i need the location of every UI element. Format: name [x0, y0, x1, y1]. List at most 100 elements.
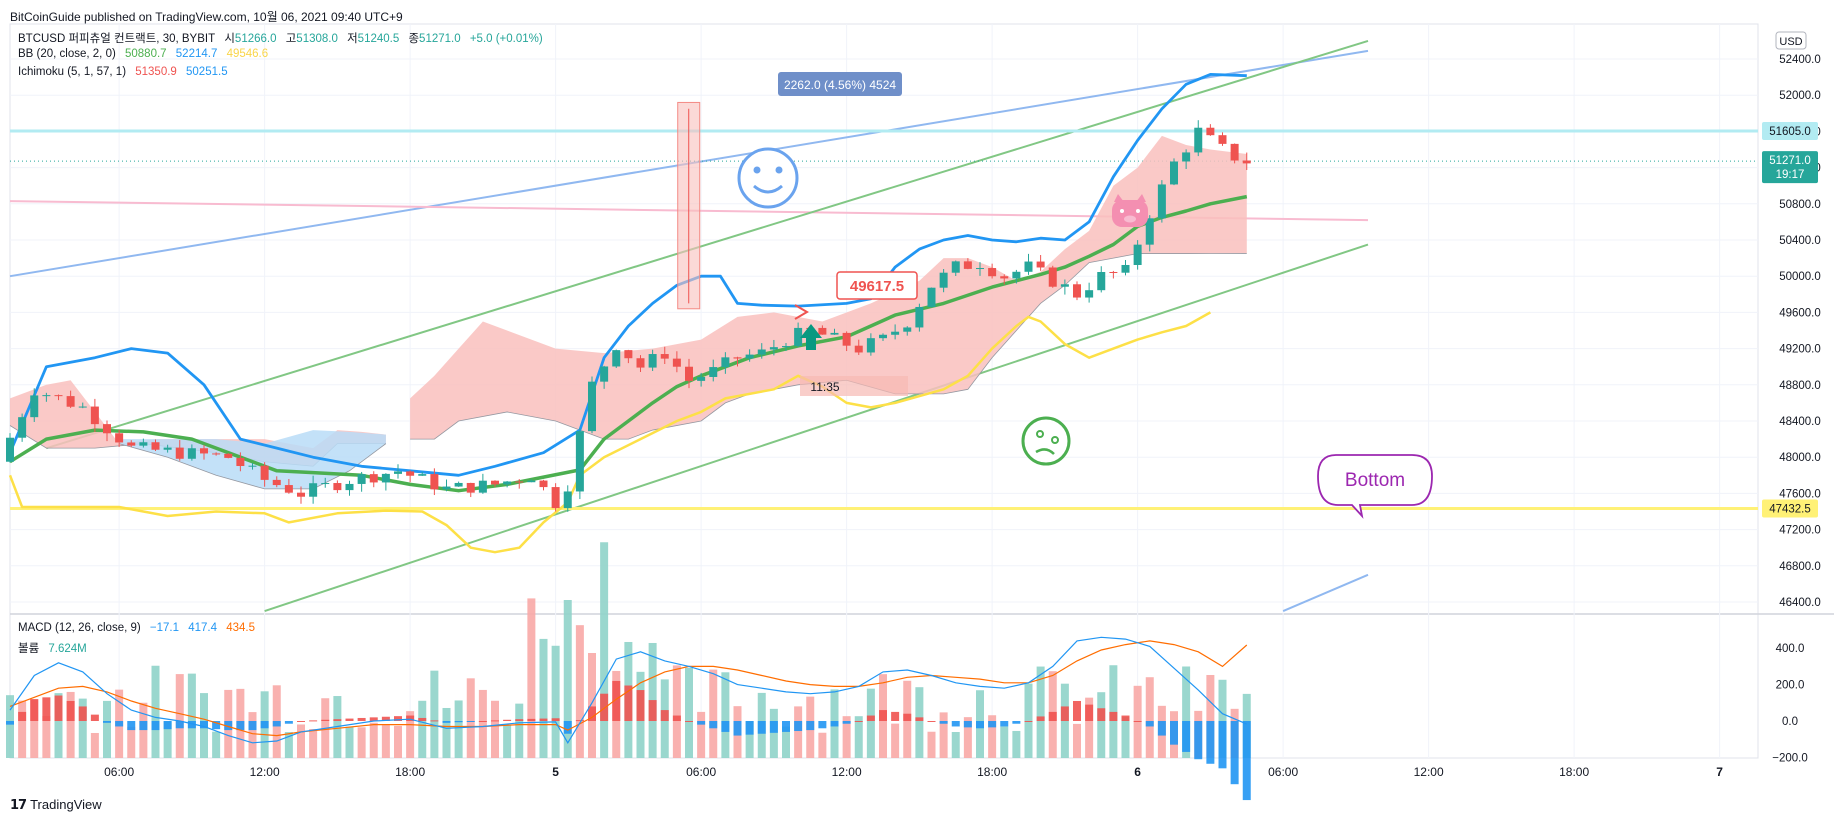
time-tick-label: 06:00 — [104, 765, 134, 779]
candle-body — [709, 367, 718, 377]
price-tick-label: 52000.0 — [1779, 90, 1821, 102]
macd-histogram-bar — [636, 690, 645, 721]
candle-body — [563, 491, 572, 509]
volume-bar — [988, 715, 997, 758]
macd-histogram-bar — [248, 721, 257, 731]
macd-histogram-bar — [175, 721, 184, 729]
candle-body — [357, 474, 366, 484]
dizzy-eye — [1051, 436, 1059, 444]
candle-body — [90, 406, 99, 425]
legend-close-label: 종 — [408, 33, 420, 45]
macd-histogram-bar — [297, 721, 305, 722]
candle-body — [1121, 264, 1130, 273]
macd-histogram-bar — [369, 717, 378, 721]
candle — [418, 471, 427, 476]
volume-bar — [939, 712, 948, 758]
volume-bar — [782, 726, 790, 758]
ichimoku-cloud-bullish — [119, 430, 386, 489]
candle — [818, 325, 827, 335]
volume-bar — [575, 625, 584, 758]
candle — [139, 438, 148, 448]
macd-histogram-bar — [976, 721, 984, 729]
legend-bb-basis: 50880.7 — [125, 48, 167, 60]
candle — [78, 402, 87, 409]
price-tick-label: 50400.0 — [1779, 235, 1821, 247]
macd-tick-label: 0.0 — [1782, 716, 1798, 728]
volume-bar — [1097, 692, 1106, 758]
annotations-layer: 2262.0 (4.56%) 4524 49617.5 11:35 Bottom — [677, 72, 1433, 519]
candle — [66, 390, 75, 409]
volume-bar — [491, 700, 499, 758]
macd-histogram-bar — [721, 721, 730, 732]
legend-macd-label: MACD (12, 26, close, 9) — [18, 622, 141, 634]
last-price-badge-box — [1762, 151, 1818, 184]
macd-histogram-bar — [563, 721, 572, 734]
macd-histogram-bar — [503, 719, 512, 721]
volume-bar — [539, 638, 548, 758]
bottom-label: Bottom — [1345, 470, 1405, 491]
volume-bar — [503, 725, 512, 758]
price-axis: 52400.052000.051600.051200.050800.050400… — [1762, 31, 1821, 609]
candle-body — [1133, 244, 1142, 265]
macd-histogram-bar — [1145, 721, 1154, 727]
trend-line-blue-lower — [1282, 573, 1369, 612]
macd-histogram-bar — [442, 721, 451, 723]
candle-body — [54, 395, 63, 397]
dizzy-face — [1021, 416, 1071, 466]
macd-histogram-bar — [18, 711, 27, 721]
macd-histogram-bar — [224, 721, 233, 731]
smiley-eye-left — [753, 166, 761, 174]
candle-body — [939, 272, 948, 288]
volume-bar — [1024, 683, 1033, 758]
macd-histogram-bar — [818, 721, 827, 729]
legend-bb-label: BB (20, close, 2, 0) — [18, 48, 116, 60]
candle — [163, 444, 172, 453]
candle — [575, 428, 584, 500]
candles — [6, 120, 1251, 512]
support-badge-box — [1762, 499, 1818, 518]
macd-histogram-bar — [782, 721, 790, 732]
candle — [115, 429, 124, 447]
candle — [1085, 282, 1094, 303]
candle-body — [369, 474, 378, 483]
volume-bar — [381, 725, 390, 758]
volume-bar — [175, 674, 184, 758]
candle — [842, 331, 851, 352]
candle — [272, 476, 281, 488]
candle-body — [139, 442, 148, 446]
legend-hist-value: 434.5 — [226, 622, 255, 634]
last-price-badge: 51271.0 — [1769, 155, 1811, 167]
candle — [454, 481, 463, 487]
candle — [612, 349, 621, 368]
candle-body — [272, 479, 281, 486]
candle — [284, 479, 293, 494]
legend-ichimoku-label: Ichimoku (5, 1, 57, 1) — [18, 66, 127, 78]
footer-brand[interactable]: 𝟭𝟳 TradingView — [10, 797, 102, 813]
macd-histogram-bar — [842, 721, 851, 724]
candle — [672, 351, 681, 373]
volume-bar — [345, 726, 354, 758]
volume-bar — [369, 722, 378, 758]
candle — [915, 303, 924, 332]
macd-histogram-bar — [551, 718, 560, 721]
volume-bar — [78, 698, 87, 758]
macd-histogram-bar — [1194, 721, 1203, 760]
candle — [976, 262, 984, 276]
candle-body — [539, 480, 548, 488]
candle-body — [1206, 127, 1215, 136]
candle — [721, 352, 730, 374]
price-tick-label: 52400.0 — [1779, 54, 1821, 66]
macd-histogram-bar — [236, 721, 245, 731]
macd-histogram-bar — [757, 721, 766, 734]
pig-snout — [1124, 215, 1136, 223]
volume-bar — [309, 729, 318, 758]
candle-body — [769, 347, 778, 350]
volume-bar — [394, 725, 402, 758]
macd-histogram-bar — [430, 720, 439, 722]
candle — [854, 339, 863, 355]
legend-ichimoku-a: 51350.9 — [135, 66, 177, 78]
macd-signal-line — [9, 640, 1248, 737]
candle-body — [842, 332, 851, 346]
candle-body — [381, 473, 390, 483]
